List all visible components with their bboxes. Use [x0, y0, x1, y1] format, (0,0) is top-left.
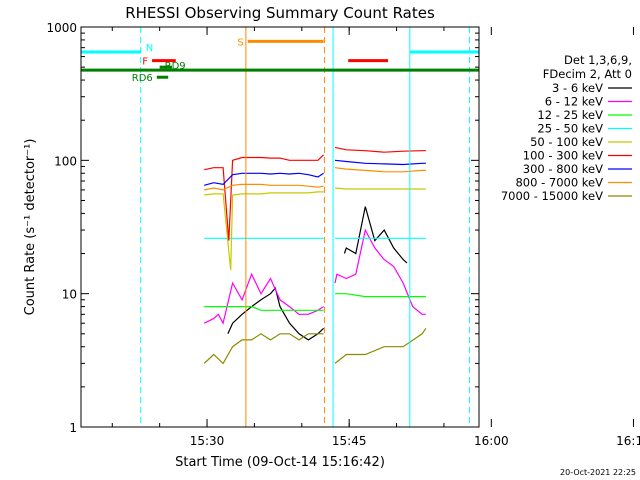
- series-7-segment-0: [204, 183, 324, 191]
- legend-label-2: 12 - 25 keV: [537, 108, 603, 122]
- legend-label-5: 100 - 300 keV: [523, 149, 603, 163]
- x-tick-label-0: 15:30: [190, 434, 225, 448]
- legend-label-0: 3 - 6 keV: [552, 81, 603, 95]
- series-6-segment-1: [334, 159, 426, 166]
- x-axis-label: Start Time (09-Oct-14 15:16:42): [175, 455, 385, 470]
- legend-label-1: 6 - 12 keV: [545, 95, 603, 109]
- legend-label-4: 50 - 100 keV: [530, 135, 603, 149]
- series-layer: [203, 146, 427, 365]
- flag-label-3: S: [237, 37, 243, 48]
- flag-label-4: F: [142, 57, 148, 68]
- series-1-segment-0: [203, 272, 324, 325]
- plot-frame: [80, 26, 480, 428]
- y-tick-label-2: 100: [54, 154, 77, 168]
- y-tick-label-3: 1000: [46, 21, 77, 35]
- legend-header-1: FDecim 2, Att 0: [543, 67, 632, 81]
- series-4-segment-0: [204, 191, 324, 271]
- x-tick-label-1: 15:45: [332, 434, 367, 448]
- legend-label-7: 800 - 7000 keV: [515, 176, 603, 190]
- legend-label-6: 300 - 800 keV: [523, 162, 603, 176]
- legend-header-0: Det 1,3,6,9,: [564, 53, 632, 67]
- y-tick-label-1: 10: [62, 288, 77, 302]
- series-5-segment-1: [334, 146, 426, 153]
- legend-label-3: 25 - 50 keV: [537, 122, 603, 136]
- series-8-segment-1: [334, 327, 427, 364]
- flag-layer: N S F RD9 RD6: [81, 37, 479, 84]
- flag-label-2: N: [146, 43, 153, 54]
- flag-label-6: RD9: [165, 61, 186, 72]
- series-8-segment-0: [203, 333, 324, 365]
- y-tick-label-0: 1: [69, 421, 77, 435]
- y-axis-label: Count Rate (s⁻¹ detector⁻¹): [23, 139, 38, 316]
- x-tick-label-3: 16:15: [616, 434, 640, 448]
- series-4-segment-1: [334, 187, 426, 190]
- series-6-segment-0: [204, 172, 324, 186]
- series-5-segment-0: [204, 154, 325, 241]
- chart-title: RHESSI Observing Summary Count Rates: [125, 4, 435, 22]
- legend-label-8: 7000 - 15000 keV: [501, 189, 603, 203]
- series-2-segment-1: [335, 293, 426, 298]
- x-tick-label-2: 16:00: [474, 434, 509, 448]
- series-1-segment-1: [334, 228, 426, 315]
- flag-label-7: RD6: [132, 73, 153, 84]
- series-2-segment-0: [204, 306, 324, 311]
- timestamp: 20-Oct-2021 22:25: [560, 468, 636, 477]
- series-7-segment-1: [334, 167, 426, 173]
- series-0-segment-1: [343, 206, 408, 264]
